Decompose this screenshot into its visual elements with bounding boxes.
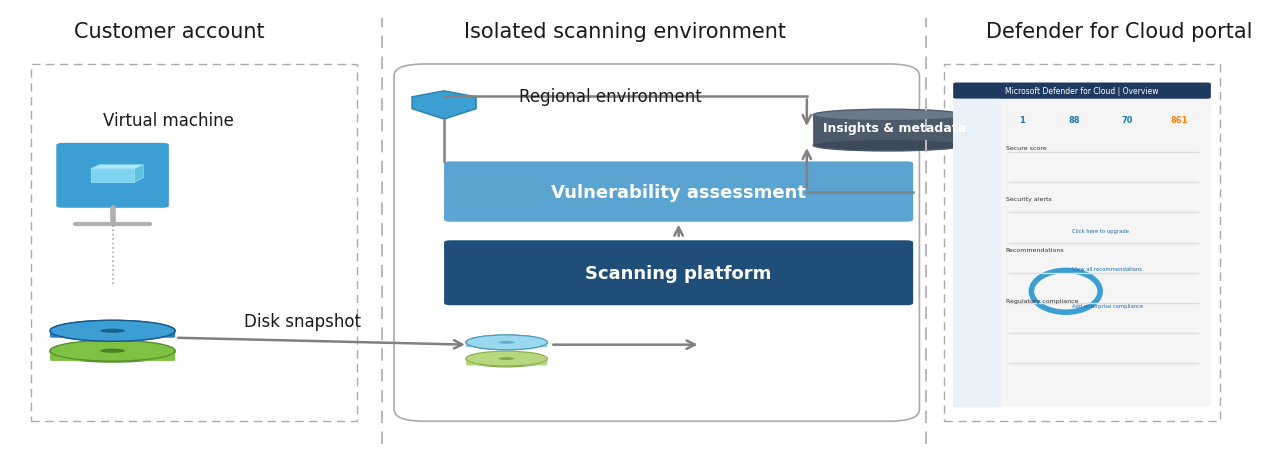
Text: Security alerts: Security alerts (1006, 197, 1051, 201)
FancyBboxPatch shape (954, 83, 1211, 407)
Text: Click here to upgrade: Click here to upgrade (1073, 229, 1129, 234)
Text: Regulatory compliance: Regulatory compliance (1006, 299, 1078, 303)
Text: Isolated scanning environment: Isolated scanning environment (465, 22, 786, 43)
Text: Regional environment: Regional environment (520, 88, 701, 106)
Text: 88: 88 (1069, 116, 1080, 125)
Text: Scanning platform: Scanning platform (585, 264, 772, 282)
Ellipse shape (100, 349, 125, 353)
Ellipse shape (50, 320, 175, 341)
FancyBboxPatch shape (466, 343, 548, 347)
Text: Vulnerability assessment: Vulnerability assessment (552, 183, 806, 201)
FancyBboxPatch shape (56, 144, 169, 208)
Text: Add enterprise compliance: Add enterprise compliance (1073, 303, 1143, 308)
FancyBboxPatch shape (813, 116, 964, 146)
Ellipse shape (813, 140, 964, 151)
FancyBboxPatch shape (50, 351, 175, 361)
Polygon shape (412, 92, 476, 120)
FancyBboxPatch shape (50, 331, 175, 338)
Ellipse shape (498, 341, 515, 344)
Ellipse shape (50, 340, 175, 361)
Ellipse shape (813, 110, 964, 121)
Ellipse shape (50, 320, 175, 341)
Text: Defender for Cloud portal: Defender for Cloud portal (987, 22, 1253, 43)
Polygon shape (134, 165, 143, 182)
Ellipse shape (50, 341, 175, 362)
Polygon shape (91, 169, 134, 182)
Text: Microsoft Defender for Cloud | Overview: Microsoft Defender for Cloud | Overview (1005, 87, 1158, 96)
Ellipse shape (498, 357, 515, 360)
Text: View all recommendations: View all recommendations (1073, 266, 1142, 271)
FancyBboxPatch shape (954, 83, 1211, 100)
FancyBboxPatch shape (444, 162, 913, 222)
Text: 861: 861 (1171, 116, 1188, 125)
Text: Secure score: Secure score (1006, 146, 1046, 150)
FancyBboxPatch shape (954, 100, 1001, 407)
Text: Recommendations: Recommendations (1006, 248, 1065, 252)
Ellipse shape (466, 335, 548, 350)
Polygon shape (91, 165, 143, 169)
Text: 1: 1 (1019, 116, 1025, 125)
Ellipse shape (100, 329, 125, 333)
Text: 70: 70 (1121, 116, 1133, 125)
Ellipse shape (466, 351, 548, 366)
Text: Insights & metadata: Insights & metadata (823, 122, 966, 135)
Text: Disk snapshot: Disk snapshot (244, 313, 361, 331)
Text: Virtual machine: Virtual machine (102, 112, 233, 129)
Ellipse shape (466, 335, 548, 350)
Text: Customer account: Customer account (73, 22, 264, 43)
FancyBboxPatch shape (466, 359, 548, 366)
FancyBboxPatch shape (444, 241, 913, 306)
Ellipse shape (466, 352, 548, 367)
